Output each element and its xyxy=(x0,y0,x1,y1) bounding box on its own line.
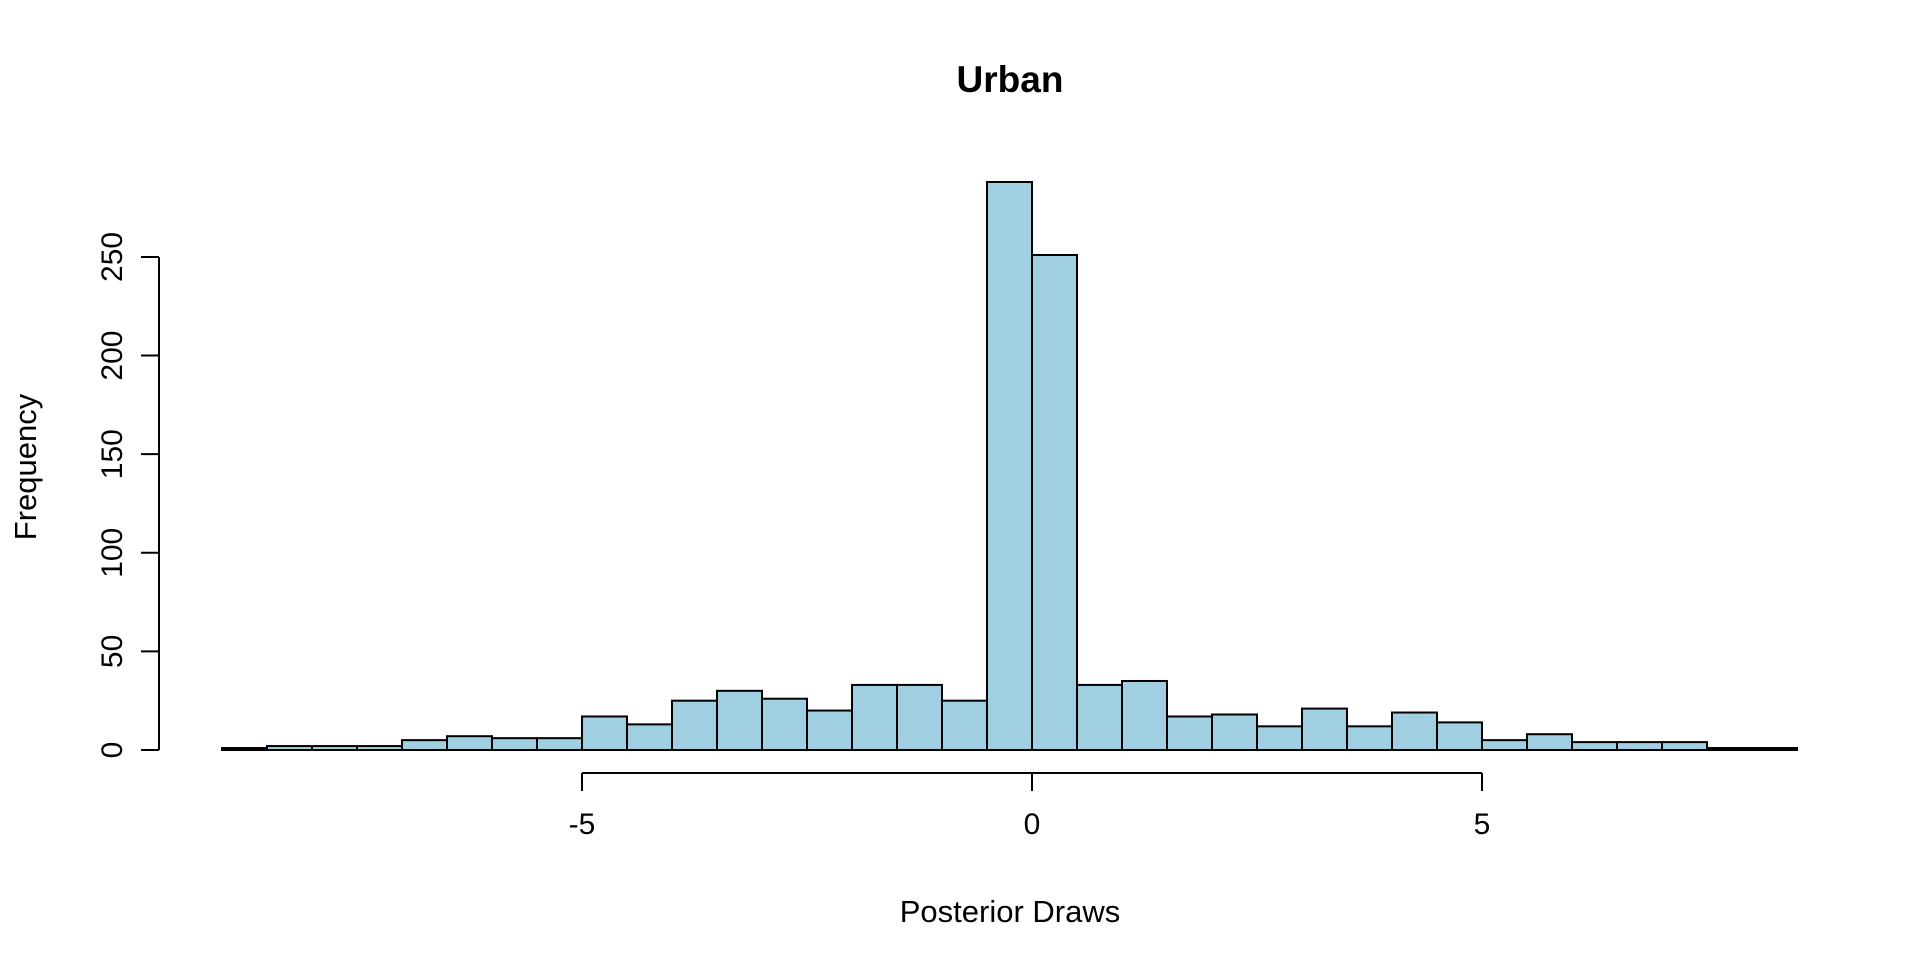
histogram-bar xyxy=(1166,715,1213,752)
y-tick-label: 250 xyxy=(96,232,129,282)
histogram-bar xyxy=(311,745,358,751)
histogram-bar xyxy=(1661,741,1708,751)
histogram-bar xyxy=(1121,679,1168,752)
histogram-bar xyxy=(401,739,448,752)
histogram-bar xyxy=(1526,733,1573,752)
histogram-bar xyxy=(1031,253,1078,751)
histogram-bar xyxy=(716,689,763,751)
histogram-bar xyxy=(491,737,538,752)
y-axis: 0 50 100 150 200 250 xyxy=(96,232,160,759)
y-tick-label: 0 xyxy=(96,742,129,759)
histogram-bar xyxy=(356,745,403,751)
histogram-bar xyxy=(1301,707,1348,751)
histogram-bar xyxy=(806,709,853,751)
x-tick-label: -5 xyxy=(569,808,596,841)
histogram-bar xyxy=(761,697,808,752)
y-tick-label: 50 xyxy=(96,635,129,668)
y-tick-label: 150 xyxy=(96,429,129,479)
histogram-bar xyxy=(266,745,313,751)
chart-title: Urban xyxy=(957,59,1064,100)
histogram-bar xyxy=(1076,683,1123,752)
y-tick-label: 100 xyxy=(96,528,129,578)
histogram-bar xyxy=(1571,741,1618,751)
y-axis-title: Frequency xyxy=(8,393,43,540)
histogram-bar xyxy=(1391,711,1438,751)
histogram-bar xyxy=(671,699,718,752)
histogram-bar xyxy=(851,683,898,752)
histogram-bar xyxy=(536,737,583,752)
histogram-bar xyxy=(941,699,988,752)
histogram-bar xyxy=(1346,725,1393,751)
x-axis-title: Posterior Draws xyxy=(900,894,1121,929)
x-tick-label: 0 xyxy=(1024,808,1041,841)
histogram-bar xyxy=(1616,741,1663,751)
histogram-bar xyxy=(1481,739,1528,752)
histogram-bar xyxy=(1751,747,1798,751)
x-axis: -5 0 5 xyxy=(569,772,1491,841)
histogram-bar xyxy=(446,735,493,752)
x-tick-label: 5 xyxy=(1474,808,1491,841)
y-tick-label: 200 xyxy=(96,331,129,381)
histogram-bar xyxy=(581,715,628,752)
histogram-bar xyxy=(1706,747,1753,751)
histogram-bar xyxy=(1436,721,1483,752)
histogram-bar xyxy=(1211,713,1258,751)
histogram-bar xyxy=(221,747,268,751)
histogram-bar xyxy=(626,723,673,751)
histogram-bar xyxy=(896,683,943,752)
bars-group xyxy=(221,181,1798,752)
histogram-bar xyxy=(1256,725,1303,751)
histogram-bar xyxy=(986,181,1033,751)
